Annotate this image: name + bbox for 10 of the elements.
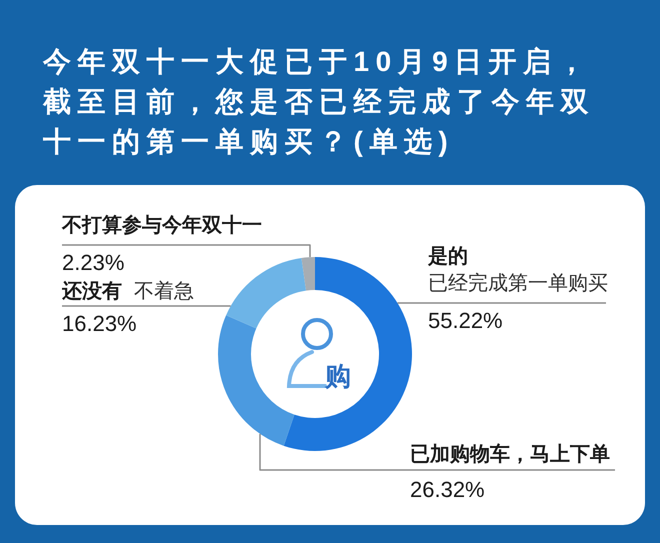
slice-label: 还没有 不着急 bbox=[61, 280, 194, 303]
data-label: 26.32% bbox=[410, 477, 485, 502]
slice-label: 不打算参与今年双十一 bbox=[61, 214, 262, 237]
data-label: 55.22% bbox=[428, 308, 503, 334]
slice-label: 已加购物车，马上下单 bbox=[410, 442, 610, 466]
chart-title: 今年双十一大促已于10月9日开启，截至目前，您是否已经完成了今年双十一的第一单购买？(单选) bbox=[43, 45, 596, 159]
data-label: 2.23% bbox=[62, 250, 124, 276]
text: 购 bbox=[325, 361, 351, 391]
data-label: 16.23% bbox=[62, 311, 137, 336]
slice-label: 是的已经完成第一单购买 bbox=[427, 246, 608, 295]
